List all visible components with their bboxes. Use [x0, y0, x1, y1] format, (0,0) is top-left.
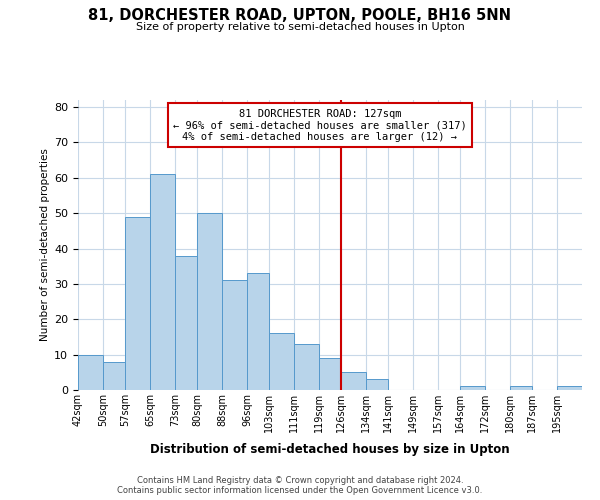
Bar: [247, 274, 269, 390]
Bar: [78, 354, 103, 390]
Text: 81, DORCHESTER ROAD, UPTON, POOLE, BH16 5NN: 81, DORCHESTER ROAD, UPTON, POOLE, BH16 …: [89, 8, 511, 22]
Bar: [294, 344, 319, 390]
Text: Contains HM Land Registry data © Crown copyright and database right 2024.: Contains HM Land Registry data © Crown c…: [137, 476, 463, 485]
Bar: [319, 358, 341, 390]
Bar: [269, 334, 294, 390]
Bar: [341, 372, 366, 390]
Bar: [175, 256, 197, 390]
Bar: [366, 380, 388, 390]
Text: Contains public sector information licensed under the Open Government Licence v3: Contains public sector information licen…: [118, 486, 482, 495]
Bar: [125, 216, 150, 390]
Text: Size of property relative to semi-detached houses in Upton: Size of property relative to semi-detach…: [136, 22, 464, 32]
Bar: [103, 362, 125, 390]
Y-axis label: Number of semi-detached properties: Number of semi-detached properties: [40, 148, 50, 342]
Bar: [197, 213, 222, 390]
Text: Distribution of semi-detached houses by size in Upton: Distribution of semi-detached houses by …: [150, 442, 510, 456]
Text: 81 DORCHESTER ROAD: 127sqm
← 96% of semi-detached houses are smaller (317)
4% of: 81 DORCHESTER ROAD: 127sqm ← 96% of semi…: [173, 108, 467, 142]
Bar: [460, 386, 485, 390]
Bar: [222, 280, 247, 390]
Bar: [557, 386, 582, 390]
Bar: [510, 386, 532, 390]
Bar: [150, 174, 175, 390]
